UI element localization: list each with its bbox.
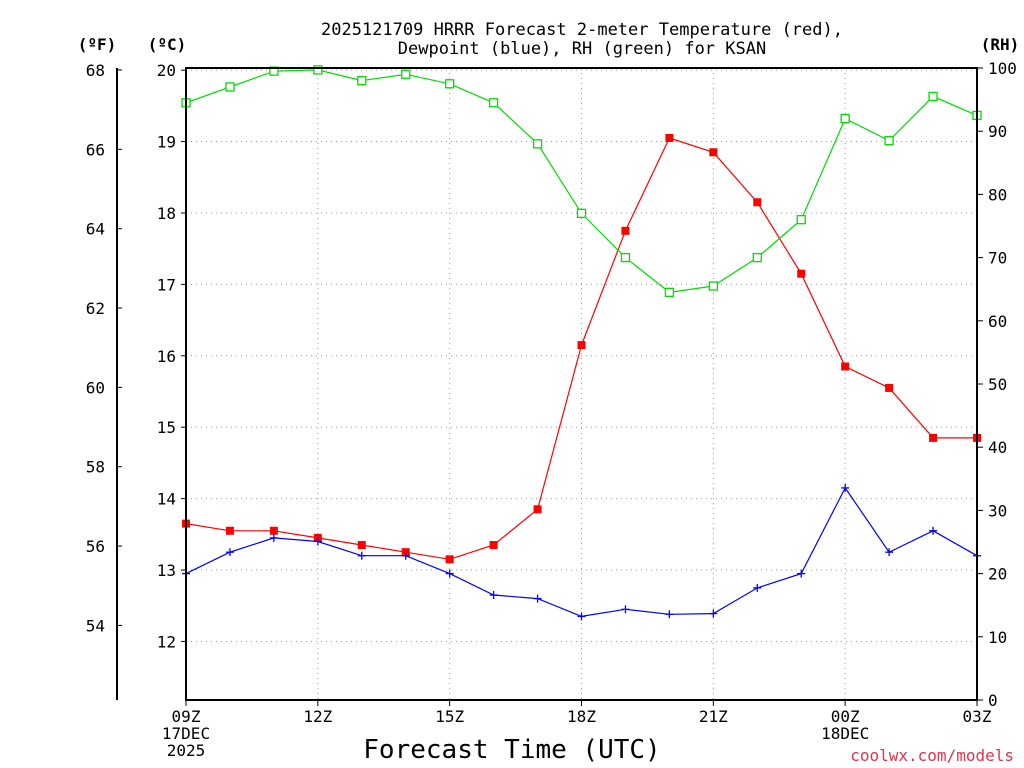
chart-title-line2: Dewpoint (blue), RH (green) for KSAN — [398, 39, 766, 59]
rh-point — [796, 215, 806, 225]
x-tick-label: 17DEC — [162, 724, 210, 743]
dewpoint-point — [313, 537, 322, 546]
temperature-point — [225, 526, 234, 535]
celsius-tick-label: 18 — [157, 204, 176, 223]
rh-tick-label: 70 — [988, 249, 1007, 268]
chart-title-line1: 2025121709 HRRR Forecast 2-meter Tempera… — [321, 20, 843, 40]
grid-layer — [186, 68, 977, 700]
fahrenheit-tick-label: 58 — [86, 458, 105, 477]
dewpoint-point — [489, 591, 498, 600]
dewpoint-point — [357, 551, 366, 560]
fahrenheit-tick-label: 68 — [86, 61, 105, 80]
dewpoint-point — [709, 609, 718, 618]
rh-tick-label: 90 — [988, 122, 1007, 141]
dewpoint-point — [841, 483, 850, 492]
temperature-point — [841, 362, 850, 371]
temperature-point — [489, 541, 498, 550]
x-tick-label: 21Z — [699, 707, 728, 726]
celsius-tick-label: 16 — [157, 347, 176, 366]
dewpoint-point — [445, 569, 454, 578]
temperature-point — [665, 133, 674, 142]
rh-point — [884, 136, 894, 146]
dewpoint-point — [225, 548, 234, 557]
rh-point — [357, 75, 367, 86]
temperature-point — [885, 383, 894, 392]
x-tick-label: 03Z — [963, 707, 992, 726]
rh-point — [620, 252, 631, 263]
rh-point — [664, 287, 675, 298]
rh-tick-label: 60 — [988, 312, 1007, 331]
celsius-tick-label: 12 — [157, 632, 176, 651]
dewpoint-point — [269, 533, 278, 542]
celsius-tick-label: 17 — [157, 275, 176, 294]
fahrenheit-tick-label: 64 — [86, 220, 105, 239]
celsius-tick-label: 13 — [157, 561, 176, 580]
rh-point — [708, 281, 718, 291]
dewpoint-point — [885, 548, 894, 557]
rh-point — [488, 98, 499, 108]
dewpoint-point — [753, 583, 762, 592]
rh-point — [401, 69, 411, 79]
celsius-unit-label: (ºC) — [148, 35, 187, 54]
dewpoint-point — [621, 605, 630, 614]
rh-tick-label: 30 — [988, 501, 1007, 520]
rh-unit-label: (RH) — [981, 35, 1020, 54]
rh-tick-label: 80 — [988, 185, 1007, 204]
x-tick-label: 12Z — [303, 707, 332, 726]
rh-point — [445, 79, 455, 89]
rh-point — [928, 91, 938, 102]
fahrenheit-tick-label: 60 — [86, 378, 105, 397]
x-tick-label: 18Z — [567, 707, 596, 726]
fahrenheit-tick-label: 56 — [86, 537, 105, 556]
series-layer — [181, 65, 982, 621]
x-tick-label: 2025 — [167, 741, 206, 760]
temperature-point — [445, 555, 454, 564]
temperature-point — [753, 198, 762, 207]
fahrenheit-tick-label: 54 — [86, 616, 105, 635]
temperature-point — [577, 341, 586, 350]
fahrenheit-tick-label: 66 — [86, 140, 105, 159]
celsius-tick-label: 15 — [157, 418, 176, 437]
rh-tick-label: 10 — [988, 628, 1007, 647]
rh-tick-label: 20 — [988, 565, 1007, 584]
celsius-tick-label: 20 — [157, 61, 176, 80]
x-tick-label: 18DEC — [821, 724, 869, 743]
fahrenheit-tick-label: 62 — [86, 299, 105, 318]
dewpoint-line — [185, 486, 978, 618]
rh-point — [840, 113, 850, 124]
dewpoint-point — [665, 610, 674, 619]
temperature-point — [357, 541, 366, 550]
fahrenheit-unit-label: (ºF) — [78, 35, 117, 54]
celsius-tick-label: 14 — [157, 490, 176, 509]
rh-tick-label: 40 — [988, 438, 1007, 457]
rh-point — [313, 65, 323, 75]
x-axis-label: Forecast Time (UTC) — [363, 735, 660, 765]
dewpoint-point — [533, 594, 542, 603]
temperature-point — [621, 226, 630, 235]
rh-tick-label: 50 — [988, 375, 1007, 394]
rh-point — [225, 82, 235, 92]
rh-point — [576, 208, 587, 219]
credit-text: coolwx.com/models — [850, 746, 1014, 765]
rh-tick-label: 0 — [988, 691, 998, 710]
rh-point — [532, 139, 543, 149]
rh-tick-label: 100 — [988, 59, 1017, 78]
dewpoint-point — [797, 569, 806, 578]
dewpoint-point — [929, 526, 938, 535]
temperature-point — [709, 148, 718, 157]
x-tick-label: 09Z — [172, 707, 201, 726]
temperature-point — [797, 269, 806, 278]
x-tick-label: 15Z — [435, 707, 464, 726]
x-tick-label: 00Z — [831, 707, 860, 726]
celsius-tick-label: 19 — [157, 133, 176, 152]
dewpoint-point — [401, 551, 410, 560]
temperature-point — [929, 433, 938, 442]
rh-point — [752, 252, 762, 263]
dewpoint-point — [577, 612, 586, 621]
temperature-point — [533, 505, 542, 514]
temperature-point — [269, 526, 278, 535]
